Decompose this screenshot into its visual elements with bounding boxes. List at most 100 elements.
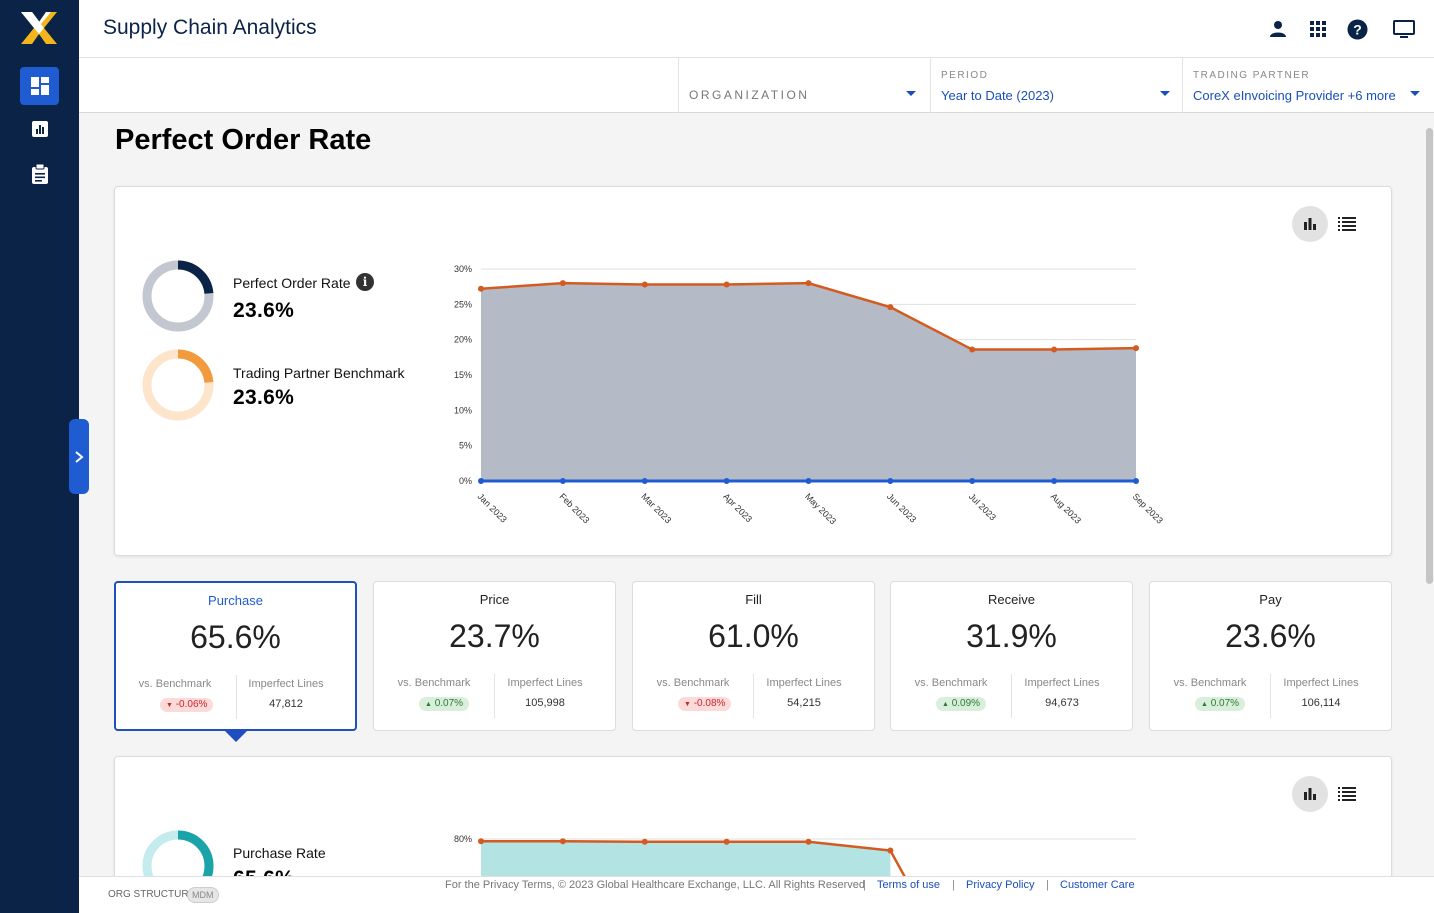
app-title: Supply Chain Analytics: [103, 16, 317, 39]
stage-card-receive[interactable]: Receive 31.9% vs. Benchmark Imperfect Lines…: [890, 581, 1133, 731]
data-point: [478, 838, 484, 845]
chart-view-toggle[interactable]: [1292, 776, 1328, 812]
perfect-order-value: 23.6%: [233, 299, 295, 322]
stage-card-pay[interactable]: Pay 23.6% vs. Benchmark Imperfect Lines ▲ 0.…: [1149, 581, 1392, 731]
data-point: [887, 478, 894, 484]
nav-dashboard[interactable]: [20, 67, 59, 105]
nav-reports[interactable]: [20, 110, 59, 148]
stage-value: 31.9%: [966, 618, 1057, 654]
benchmark-delta-badge: ▼ -0.06%: [160, 698, 214, 712]
data-point: [887, 304, 894, 311]
x-tick-label: Apr 2023: [721, 491, 754, 524]
perfect-order-card: Perfect Order Rate i 23.6% Trading Partn…: [114, 186, 1392, 556]
org-structure-label[interactable]: ORG STRUCTURE: [108, 889, 196, 900]
imperfect-lines-label: Imperfect Lines: [1024, 677, 1100, 689]
stage-divider: [1011, 674, 1012, 718]
list-view-toggle[interactable]: [1335, 212, 1359, 236]
copyright-text: For the Privacy Terms, © 2023 Global Hea…: [445, 879, 865, 891]
benchmark-label: Trading Partner Benchmark: [233, 365, 405, 381]
chart-view-toggle[interactable]: [1292, 206, 1328, 242]
stage-value: 23.7%: [449, 618, 540, 654]
data-point: [1133, 478, 1139, 484]
organization-filter[interactable]: ORGANIZATION: [678, 58, 930, 113]
data-point: [1051, 478, 1058, 484]
stage-name: Fill: [745, 592, 762, 607]
footer-separator: |: [1046, 879, 1049, 891]
donut-arc: [142, 349, 214, 421]
user-icon[interactable]: [1266, 17, 1290, 41]
x-tick-label: Mar 2023: [639, 491, 673, 525]
chevron-right-icon: [75, 450, 84, 463]
y-tick-label: 30%: [454, 264, 472, 274]
vs-benchmark-label: vs. Benchmark: [1173, 677, 1247, 689]
imperfect-lines-label: Imperfect Lines: [766, 677, 842, 689]
benchmark-delta: 0.07%: [1210, 698, 1240, 709]
terms-link[interactable]: Terms of use: [877, 879, 940, 891]
x-tick-label: Jul 2023: [967, 491, 998, 522]
period-value: Year to Date (2023): [941, 88, 1054, 103]
stage-name: Purchase: [208, 593, 263, 608]
benchmark-delta: -0.06%: [175, 699, 208, 710]
caret-down-icon: [906, 91, 916, 96]
data-point: [969, 346, 976, 353]
y-tick-label: 10%: [454, 405, 472, 415]
apps-grid-icon[interactable]: [1306, 17, 1330, 41]
nav-tasks[interactable]: [20, 155, 59, 193]
imperfect-lines-label: Imperfect Lines: [248, 678, 324, 690]
vs-benchmark-label: vs. Benchmark: [397, 677, 471, 689]
y-tick-label: 0%: [459, 476, 472, 486]
vs-benchmark-label: vs. Benchmark: [656, 677, 730, 689]
caret-down-icon: [1160, 91, 1170, 96]
data-point: [559, 838, 566, 845]
bar-chart-icon: [1304, 788, 1316, 800]
x-tick-label: Aug 2023: [1049, 491, 1083, 525]
stage-card-fill[interactable]: Fill 61.0% vs. Benchmark Imperfect Lines ▼ -…: [632, 581, 875, 731]
sidebar-expand-button[interactable]: [69, 419, 89, 494]
benchmark-delta: 0.07%: [434, 698, 464, 709]
trading-partner-filter[interactable]: TRADING PARTNER CoreX eInvoicing Provide…: [1182, 58, 1434, 113]
benchmark-value: 23.6%: [233, 386, 295, 409]
filter-bar: ORGANIZATION PERIOD Year to Date (2023) …: [79, 58, 1434, 113]
dashboard-icon: [30, 77, 49, 95]
privacy-link[interactable]: Privacy Policy: [966, 879, 1035, 891]
y-tick-label: 20%: [454, 335, 472, 345]
data-point: [478, 478, 484, 484]
y-tick-label: 5%: [459, 441, 472, 451]
display-icon[interactable]: [1392, 17, 1416, 41]
donut-arc: [142, 260, 214, 332]
caret-up-icon: ▲: [425, 701, 432, 708]
perfect-order-donut: [142, 260, 214, 332]
stage-card-price[interactable]: Price 23.7% vs. Benchmark Imperfect Lines ▲ …: [373, 581, 616, 731]
list-view-toggle[interactable]: [1335, 782, 1359, 806]
purchase-rate-label: Purchase Rate: [233, 845, 326, 861]
info-icon[interactable]: i: [356, 273, 374, 291]
brand-logo[interactable]: [19, 10, 59, 46]
data-point: [805, 838, 812, 845]
data-point: [1051, 346, 1058, 353]
stage-card-purchase[interactable]: Purchase 65.6% vs. Benchmark Imperfect Line…: [114, 581, 357, 731]
perfect-order-trend-chart: 0% 5% 10% 15% 20% 25% 30% Jan 2023 Feb 2023 Mar 2…: [454, 264, 1165, 526]
help-icon[interactable]: ?: [1345, 17, 1369, 41]
area-fill: [481, 283, 1136, 481]
y-tick-label: 25%: [454, 299, 472, 309]
stage-divider: [494, 674, 495, 718]
footer-separator: |: [863, 879, 866, 891]
y-tick-label: 15%: [454, 370, 472, 380]
app-header: Supply Chain Analytics ?: [79, 0, 1434, 58]
imperfect-lines-count: 106,114: [1301, 697, 1341, 709]
customer-care-link[interactable]: Customer Care: [1060, 879, 1135, 891]
data-point: [887, 847, 894, 854]
stage-value: 61.0%: [708, 618, 799, 654]
caret-down-icon: [1410, 91, 1420, 96]
data-point: [641, 478, 648, 484]
mdm-badge: MDM: [187, 887, 219, 903]
organization-label: ORGANIZATION: [689, 88, 810, 102]
benchmark-donut: [142, 349, 214, 421]
data-point: [723, 281, 730, 288]
scrollbar-thumb[interactable]: [1426, 128, 1433, 584]
period-filter[interactable]: PERIOD Year to Date (2023): [930, 58, 1182, 113]
footer-separator: |: [952, 879, 955, 891]
data-point: [641, 281, 648, 288]
x-tick-label: May 2023: [803, 491, 838, 526]
stage-value: 23.6%: [1225, 618, 1316, 654]
